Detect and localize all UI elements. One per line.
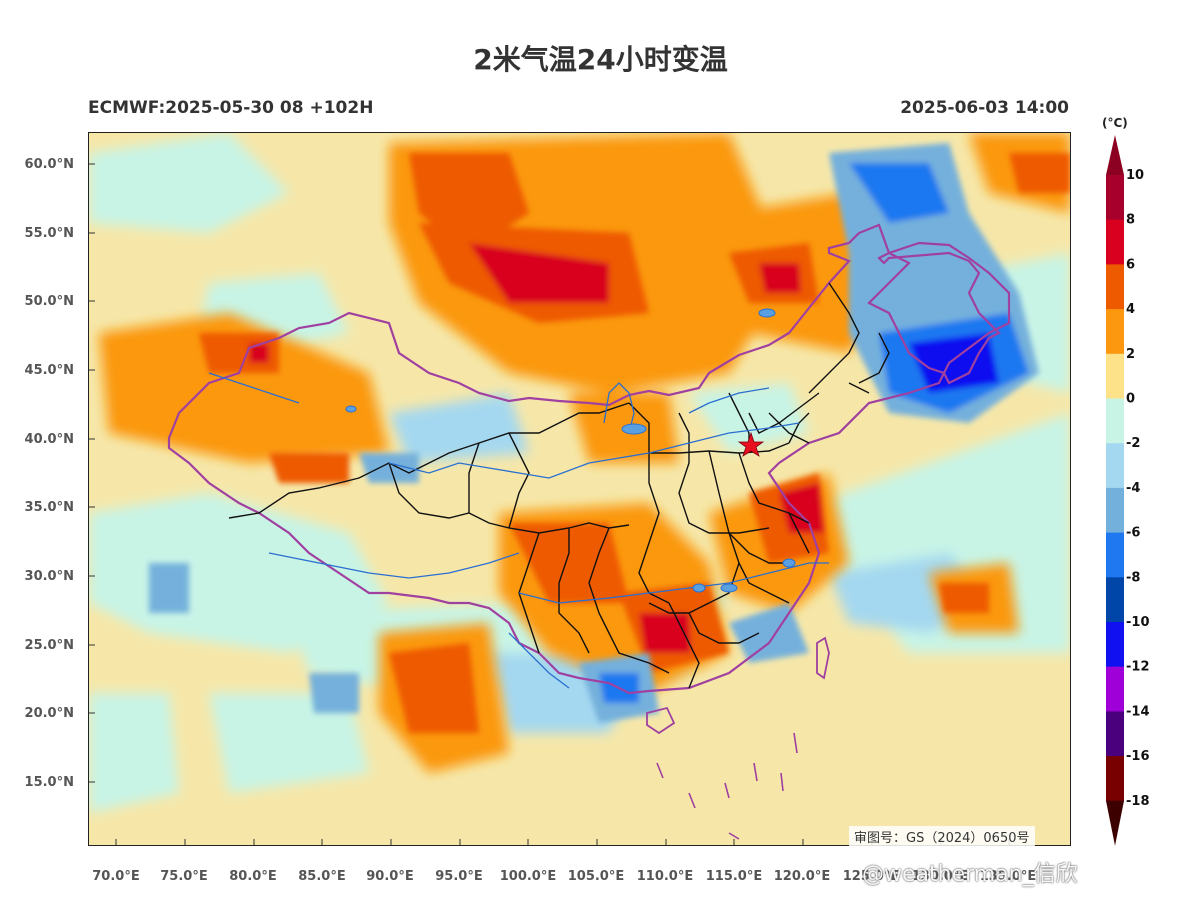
colorbar: 10 8 6 4 2 0 -2 -4 -6 -8 -10 -12 -14 -16 -18 <box>1106 135 1150 846</box>
lon-tick: 90.0°E <box>366 869 413 884</box>
colorbar-bottom-arrow <box>1106 800 1124 846</box>
colorbar-swatch <box>1106 175 1124 221</box>
lat-tick: 60.0°N <box>25 157 74 172</box>
national-border <box>167 223 1011 695</box>
colorbar-label: -4 <box>1126 481 1140 496</box>
lon-tick: 75.0°E <box>160 869 207 884</box>
colorbar-label: -8 <box>1126 570 1140 585</box>
colorbar-label: 2 <box>1126 347 1135 362</box>
colorbar-label: 8 <box>1126 213 1135 228</box>
lat-tick: 25.0°N <box>25 638 74 653</box>
lat-tick: 35.0°N <box>25 500 74 515</box>
lon-tick: 105.0°E <box>568 869 625 884</box>
lon-tick: 70.0°E <box>92 869 139 884</box>
lon-tick: 85.0°E <box>298 869 345 884</box>
lon-tick: 100.0°E <box>500 869 557 884</box>
colorbar-label: -2 <box>1126 436 1140 451</box>
colorbar-label: 6 <box>1126 257 1135 272</box>
lat-tick: 45.0°N <box>25 363 74 378</box>
hot-cores <box>199 153 1070 733</box>
colorbar-label: -10 <box>1126 615 1150 630</box>
lat-tick: 55.0°N <box>25 226 74 241</box>
colorbar-label: 0 <box>1126 392 1135 407</box>
map-approval-number: 审图号：GS（2024）0650号 <box>849 826 1035 847</box>
rivers <box>208 372 829 689</box>
colorbar-swatch <box>1106 398 1124 444</box>
colorbar-swatch <box>1106 577 1124 623</box>
colorbar-label: -6 <box>1126 526 1140 541</box>
colorbar-label: -14 <box>1126 704 1150 719</box>
colorbar-unit: (°C) <box>1102 116 1128 130</box>
colorbar-swatch <box>1106 353 1124 399</box>
colorbar-label: 10 <box>1126 168 1144 183</box>
colorbar-label: -16 <box>1126 749 1150 764</box>
beijing-star-marker <box>737 431 765 457</box>
lon-tick: 115.0°E <box>706 869 763 884</box>
colorbar-label: -12 <box>1126 660 1150 675</box>
lon-tick: 120.0°E <box>774 869 831 884</box>
chart-title: 2米气温24小时变温 <box>473 43 728 76</box>
lon-tick: 125.0°E <box>843 869 900 884</box>
colorbar-swatch <box>1106 309 1124 355</box>
colorbar-swatch <box>1106 487 1124 534</box>
lon-axis: 70.0°E 75.0°E 80.0°E 85.0°E 90.0°E 95.0°… <box>92 869 1037 884</box>
map-panel <box>88 132 1071 846</box>
colorbar-label: -18 <box>1126 794 1150 809</box>
model-run-label: ECMWF:2025-05-30 08 +102H <box>88 98 374 118</box>
colorbar-swatch <box>1106 532 1124 578</box>
lat-tick: 30.0°N <box>25 569 74 584</box>
lon-tick: 80.0°E <box>229 869 276 884</box>
valid-time-label: 2025-06-03 14:00 <box>900 98 1069 118</box>
colorbar-swatch <box>1106 622 1124 668</box>
taiwan-outline <box>816 636 830 680</box>
cold-cores <box>149 143 1039 723</box>
colorbar-swatch <box>1106 443 1124 489</box>
colorbar-swatch <box>1106 219 1124 265</box>
frame-ticks <box>89 163 1010 845</box>
temperature-change-map <box>89 133 1070 845</box>
lakes <box>345 308 796 593</box>
south-sea-islands <box>656 732 798 840</box>
colorbar-swatch <box>1106 666 1124 712</box>
colorbar-swatch <box>1106 264 1124 310</box>
colorbar-swatch <box>1106 711 1124 757</box>
lon-tick: 110.0°E <box>637 869 694 884</box>
watermark: @weatherman_信欣 <box>862 862 1078 887</box>
colorbar-swatch <box>1106 756 1124 802</box>
colorbar-top-arrow <box>1106 135 1124 175</box>
colorbar-label: 4 <box>1126 302 1135 317</box>
lat-tick: 15.0°N <box>25 775 74 790</box>
lat-tick: 20.0°N <box>25 706 74 721</box>
hainan-outline <box>646 706 676 735</box>
lon-tick: 135.0°E <box>980 869 1037 884</box>
lon-tick: 130.0°E <box>912 869 969 884</box>
lon-tick: 95.0°E <box>435 869 482 884</box>
lat-tick: 50.0°N <box>25 294 74 309</box>
lat-tick: 40.0°N <box>25 432 74 447</box>
lat-axis: 60.0°N 55.0°N 50.0°N 45.0°N 40.0°N 35.0°… <box>25 157 74 790</box>
provincial-borders <box>228 282 890 689</box>
